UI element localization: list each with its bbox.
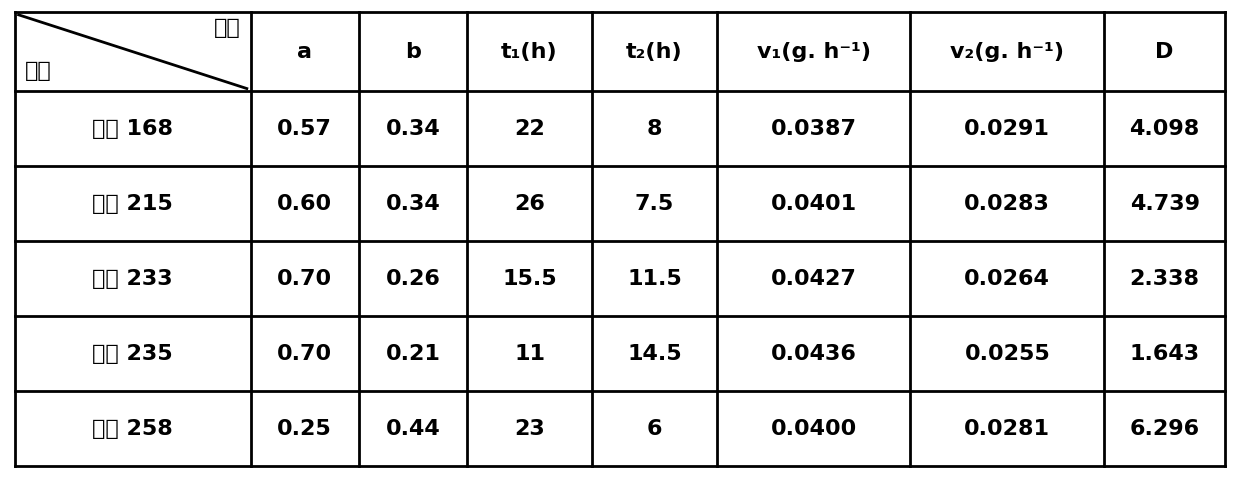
- Text: 14.5: 14.5: [627, 344, 682, 364]
- Text: 15.5: 15.5: [502, 269, 557, 289]
- Text: 0.70: 0.70: [277, 269, 332, 289]
- Text: 2.338: 2.338: [1130, 269, 1199, 289]
- Text: 0.0255: 0.0255: [965, 344, 1050, 364]
- Text: 品系 233: 品系 233: [93, 269, 174, 289]
- Text: 0.44: 0.44: [386, 419, 440, 439]
- Text: 11.5: 11.5: [627, 269, 682, 289]
- Text: 11: 11: [515, 344, 546, 364]
- Text: 0.60: 0.60: [277, 194, 332, 214]
- Text: 22: 22: [515, 119, 544, 139]
- Text: 4.739: 4.739: [1130, 194, 1199, 214]
- Text: v₂(g. h⁻¹): v₂(g. h⁻¹): [950, 42, 1064, 62]
- Text: 0.0427: 0.0427: [771, 269, 857, 289]
- Text: t₂(h): t₂(h): [626, 42, 683, 62]
- Text: 0.21: 0.21: [386, 344, 440, 364]
- Text: 0.0387: 0.0387: [770, 119, 857, 139]
- Text: v₁(g. h⁻¹): v₁(g. h⁻¹): [756, 42, 870, 62]
- Text: 6.296: 6.296: [1130, 419, 1199, 439]
- Text: 0.70: 0.70: [277, 344, 332, 364]
- Text: 23: 23: [515, 419, 544, 439]
- Text: 品系: 品系: [25, 61, 52, 81]
- Text: 7.5: 7.5: [635, 194, 675, 214]
- Text: 0.0264: 0.0264: [965, 269, 1050, 289]
- Text: 0.0401: 0.0401: [770, 194, 857, 214]
- Text: 8: 8: [646, 119, 662, 139]
- Text: 0.0283: 0.0283: [965, 194, 1050, 214]
- Text: 0.26: 0.26: [386, 269, 440, 289]
- Text: 0.0436: 0.0436: [771, 344, 857, 364]
- Text: 1.643: 1.643: [1130, 344, 1199, 364]
- Text: 0.57: 0.57: [278, 119, 332, 139]
- Text: 0.34: 0.34: [386, 119, 440, 139]
- Text: D: D: [1156, 42, 1174, 62]
- Text: a: a: [298, 42, 312, 62]
- Text: 品系 258: 品系 258: [92, 419, 174, 439]
- Text: 0.0291: 0.0291: [965, 119, 1050, 139]
- Text: 6: 6: [646, 419, 662, 439]
- Text: 0.34: 0.34: [386, 194, 440, 214]
- Text: 26: 26: [515, 194, 546, 214]
- Text: 4.098: 4.098: [1130, 119, 1200, 139]
- Text: 0.0400: 0.0400: [770, 419, 857, 439]
- Text: 品系 168: 品系 168: [92, 119, 174, 139]
- Text: 品系 215: 品系 215: [92, 194, 174, 214]
- Text: 0.25: 0.25: [278, 419, 332, 439]
- Text: t₁(h): t₁(h): [501, 42, 558, 62]
- Text: b: b: [405, 42, 420, 62]
- Text: 品系 235: 品系 235: [93, 344, 174, 364]
- Text: 参数: 参数: [213, 18, 241, 38]
- Text: 0.0281: 0.0281: [965, 419, 1050, 439]
